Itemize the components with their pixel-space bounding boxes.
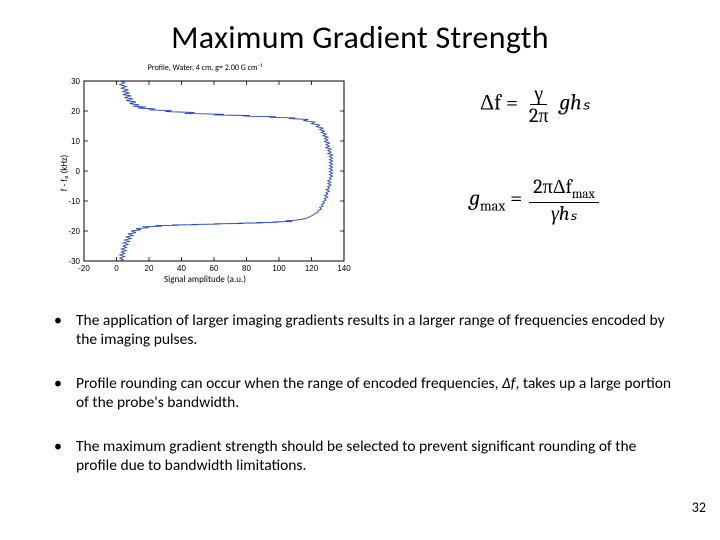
bullet-item: The maximum gradient strength should be … bbox=[54, 437, 680, 476]
page-number: 32 bbox=[692, 499, 706, 516]
svg-text:-20: -20 bbox=[68, 227, 80, 236]
eq2-g: g bbox=[469, 185, 480, 211]
svg-text:-30: -30 bbox=[68, 257, 80, 266]
svg-text:-10: -10 bbox=[68, 197, 80, 206]
eq2-num: 2πΔfmax bbox=[529, 176, 599, 203]
eq2-den: γhₛ bbox=[547, 203, 581, 224]
eq2-sub: max bbox=[480, 197, 505, 214]
eq1-lhs: Δf = bbox=[480, 90, 518, 116]
bullet-list: The application of larger imaging gradie… bbox=[30, 311, 690, 475]
svg-text:100: 100 bbox=[272, 264, 286, 273]
chart-xlabel: Signal amplitude (a.u.) bbox=[50, 274, 360, 285]
svg-text:20: 20 bbox=[71, 107, 80, 116]
svg-text:140: 140 bbox=[337, 264, 351, 273]
bullet-item: The application of larger imaging gradie… bbox=[54, 311, 680, 350]
eq1-den: 2π bbox=[525, 105, 553, 126]
eq2-fraction: 2πΔfmax γhₛ bbox=[529, 176, 599, 224]
upper-row: Profile, Water, 4 cm, g= 2.00 G cm⁻¹ f -… bbox=[30, 63, 690, 293]
svg-text:-20: -20 bbox=[78, 264, 90, 273]
svg-text:80: 80 bbox=[242, 264, 251, 273]
svg-text:120: 120 bbox=[305, 264, 319, 273]
profile-chart: Profile, Water, 4 cm, g= 2.00 G cm⁻¹ f -… bbox=[50, 63, 360, 283]
svg-text:40: 40 bbox=[177, 264, 186, 273]
slide-title: Maximum Gradient Strength bbox=[30, 18, 690, 57]
slide: Maximum Gradient Strength Profile, Water… bbox=[0, 0, 720, 540]
eq1-fraction: γ 2π bbox=[525, 83, 553, 126]
svg-text:0: 0 bbox=[76, 167, 81, 176]
eq1-rhs: ghₛ bbox=[559, 90, 590, 116]
eq2-eq: = bbox=[505, 185, 527, 211]
chart-svg: -20020406080100120140-30-20-100102030 bbox=[50, 75, 360, 275]
equation-gmax: gmax = 2πΔfmax γhₛ bbox=[469, 176, 601, 224]
bullet-item: Profile rounding can occur when the rang… bbox=[54, 374, 680, 413]
eq1-num: γ bbox=[530, 83, 547, 105]
svg-text:10: 10 bbox=[71, 137, 80, 146]
equations: Δf = γ 2π ghₛ gmax = 2πΔfmax γhₛ bbox=[380, 63, 690, 224]
svg-text:30: 30 bbox=[71, 77, 80, 86]
svg-text:60: 60 bbox=[210, 264, 219, 273]
equation-deltaf: Δf = γ 2π ghₛ bbox=[480, 83, 590, 126]
svg-text:0: 0 bbox=[114, 264, 119, 273]
svg-text:20: 20 bbox=[145, 264, 154, 273]
chart-title: Profile, Water, 4 cm, g= 2.00 G cm⁻¹ bbox=[50, 63, 360, 73]
